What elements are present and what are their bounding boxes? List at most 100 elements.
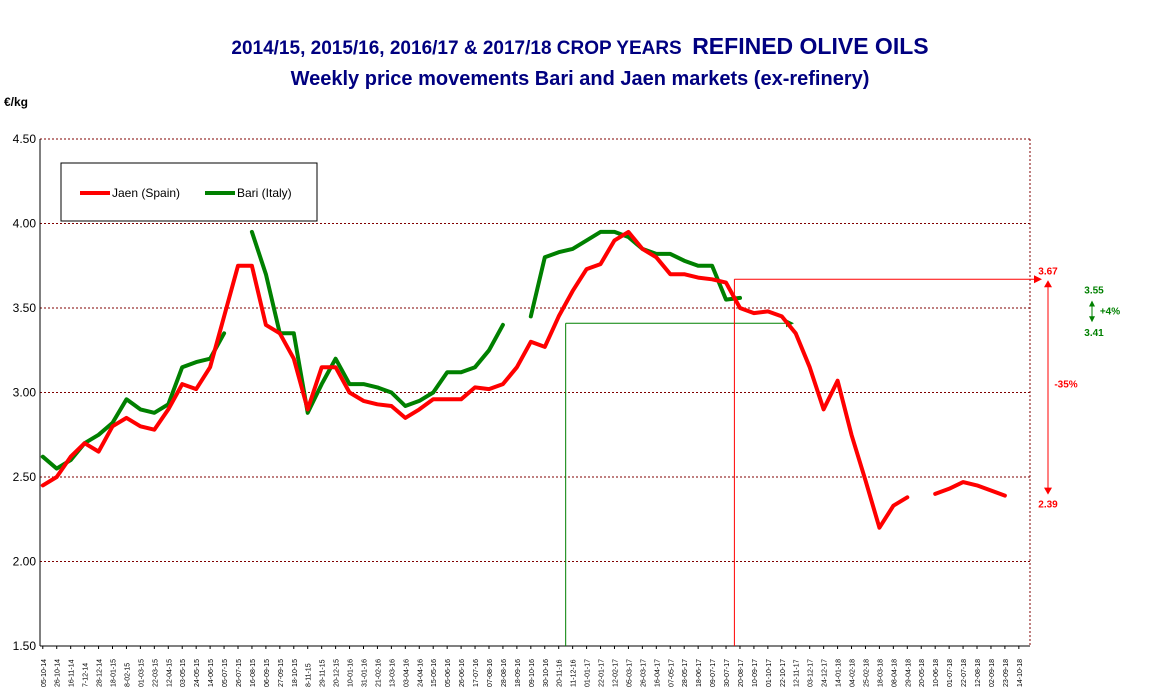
y-axis-label: €/kg bbox=[4, 95, 28, 109]
x-tick-label: 07-05-17 bbox=[668, 659, 675, 687]
x-tick-label: 16-11-14 bbox=[69, 659, 76, 687]
x-tick-label: 11-12-16 bbox=[571, 659, 578, 687]
x-tick-label: 09-07-17 bbox=[710, 659, 717, 687]
legend-label-bari: Bari (Italy) bbox=[237, 186, 292, 200]
x-tick-label: 25-02-18 bbox=[863, 659, 870, 687]
y-tick-label: 4.50 bbox=[13, 132, 37, 146]
jaen-arrowhead-up bbox=[1044, 280, 1052, 288]
x-tick-label: 8-11-15 bbox=[306, 663, 313, 687]
x-tick-label: 14-10-18 bbox=[1017, 659, 1024, 687]
x-tick-label: 05-03-17 bbox=[626, 659, 633, 687]
chart-title-main: 2014/15, 2015/16, 2016/17 & 2017/18 CROP… bbox=[231, 38, 681, 59]
x-tick-label: 03-05-15 bbox=[180, 659, 187, 687]
x-tick-label: 28-12-14 bbox=[97, 659, 104, 687]
bari-change-label: +4% bbox=[1100, 306, 1120, 317]
axes: 1.50 2.00 2.50 3.00 3.50 4.00 4.50 05-10-14 26-1… bbox=[13, 132, 1030, 687]
x-tick-label: 10-09-17 bbox=[752, 659, 759, 687]
x-tick-label: 22-03-15 bbox=[152, 659, 159, 687]
x-tick-label: 18-10-15 bbox=[292, 659, 299, 687]
x-tick-label: 26-03-17 bbox=[640, 659, 647, 687]
x-tick-label: 28-08-16 bbox=[501, 659, 508, 687]
series-line-jaen bbox=[40, 229, 1007, 530]
legend: Jaen (Spain) Bari (Italy) bbox=[60, 162, 318, 222]
x-tick-label: 29-11-15 bbox=[320, 659, 327, 687]
y-tick-label: 3.50 bbox=[13, 301, 37, 315]
x-tick-label: 26-06-16 bbox=[459, 659, 466, 687]
x-tick-label: 24-12-17 bbox=[822, 659, 829, 687]
x-tick-label: 30-07-17 bbox=[724, 659, 731, 687]
x-tick-label: 12-08-18 bbox=[975, 659, 982, 687]
x-tick-label: 01-01-17 bbox=[585, 659, 592, 687]
x-tick-label: 03-12-17 bbox=[808, 659, 815, 687]
x-tick-label: 23-09-18 bbox=[1003, 659, 1010, 687]
series-line-bari bbox=[40, 229, 742, 471]
x-tick-label: 10-06-18 bbox=[933, 659, 940, 687]
x-tick-label: 18-03-18 bbox=[877, 659, 884, 687]
x-tick-label: 17-07-16 bbox=[473, 659, 480, 687]
jaen-arrowhead-down bbox=[1044, 487, 1052, 495]
x-tick-label: 01-03-15 bbox=[138, 659, 145, 687]
x-tick-label: 18-06-17 bbox=[696, 659, 703, 687]
legend-label-jaen: Jaen (Spain) bbox=[112, 186, 180, 200]
x-tick-label: 07-08-16 bbox=[487, 659, 494, 687]
x-tick-label: 18-09-16 bbox=[515, 659, 522, 687]
x-tick-label: 31-01-16 bbox=[361, 659, 368, 687]
chart-title: 2014/15, 2015/16, 2016/17 & 2017/18 CROP… bbox=[231, 33, 928, 59]
x-tick-label: 12-04-15 bbox=[166, 659, 173, 687]
x-tick-label: 02-09-18 bbox=[989, 659, 996, 687]
y-tick-label: 3.00 bbox=[13, 386, 37, 400]
x-tick-label: 22-01-17 bbox=[599, 659, 606, 687]
x-tick-label: 06-09-15 bbox=[264, 659, 271, 687]
bari-high-label: 3.55 bbox=[1084, 286, 1104, 297]
x-tick-label: 18-01-15 bbox=[111, 659, 118, 687]
jaen-change-label: -35% bbox=[1054, 379, 1077, 390]
x-tick-label: 04-02-18 bbox=[850, 659, 857, 687]
x-tick-label: 22-07-18 bbox=[961, 659, 968, 687]
jaen-low-label: 2.39 bbox=[1038, 500, 1058, 511]
bari-arrowhead-up bbox=[1089, 300, 1095, 307]
x-tick-label: 16-08-15 bbox=[250, 659, 257, 687]
annotations: 3.67 2.39 -35% 3.55 3.41 +4% bbox=[1038, 266, 1120, 510]
x-tick-label: 16-04-17 bbox=[654, 659, 661, 687]
x-tick-label: 03-04-16 bbox=[403, 659, 410, 687]
reference-lines bbox=[565, 275, 1042, 646]
x-tick-label: 05-10-14 bbox=[41, 659, 48, 687]
x-tick-label: 8-02-15 bbox=[124, 663, 131, 687]
x-tick-label: 05-06-16 bbox=[445, 659, 452, 687]
x-tick-label: 29-04-18 bbox=[905, 659, 912, 687]
chart-subtitle: Weekly price movements Bari and Jaen mar… bbox=[291, 68, 870, 90]
x-tick-label: 27-09-15 bbox=[278, 659, 285, 687]
x-tick-label: 7-12-14 bbox=[83, 663, 90, 687]
y-tick-label: 2.00 bbox=[13, 555, 37, 569]
x-tick-label: 12-02-17 bbox=[612, 659, 619, 687]
x-tick-label: 24-05-15 bbox=[194, 659, 201, 687]
x-tick-label: 05-07-15 bbox=[222, 659, 229, 687]
bari-arrowhead-down bbox=[1089, 316, 1095, 323]
jaen-high-label: 3.67 bbox=[1038, 266, 1058, 277]
x-tick-label: 12-11-17 bbox=[794, 659, 801, 687]
x-tick-label: 01-10-17 bbox=[766, 659, 773, 687]
x-tick-label: 13-03-16 bbox=[389, 659, 396, 687]
x-tick-label: 30-10-16 bbox=[543, 659, 550, 687]
series-layer bbox=[40, 229, 1007, 530]
x-tick-label: 08-04-18 bbox=[891, 659, 898, 687]
x-tick-label: 20-08-17 bbox=[738, 659, 745, 687]
y-tick-label: 2.50 bbox=[13, 470, 37, 484]
x-tick-label: 20-05-18 bbox=[919, 659, 926, 687]
x-tick-label: 22-10-17 bbox=[780, 659, 787, 687]
x-tick-label: 15-05-16 bbox=[431, 659, 438, 687]
x-tick-label: 14-06-15 bbox=[208, 659, 215, 687]
x-tick-label: 20-11-16 bbox=[557, 659, 564, 687]
jaen-reference-arrowhead bbox=[1034, 275, 1042, 284]
bari-low-label: 3.41 bbox=[1084, 328, 1104, 339]
x-tick-label: 24-04-16 bbox=[417, 659, 424, 687]
x-tick-label: 21-02-16 bbox=[375, 659, 382, 687]
x-tick-label: 01-07-18 bbox=[947, 659, 954, 687]
x-tick-label: 10-01-16 bbox=[348, 659, 355, 687]
x-tick-label: 26-07-15 bbox=[236, 659, 243, 687]
x-tick-label: 14-01-18 bbox=[836, 659, 843, 687]
x-tick-label: 26-10-14 bbox=[55, 659, 62, 687]
x-tick-label: 20-12-15 bbox=[334, 659, 341, 687]
x-tick-label: 28-05-17 bbox=[682, 659, 689, 687]
